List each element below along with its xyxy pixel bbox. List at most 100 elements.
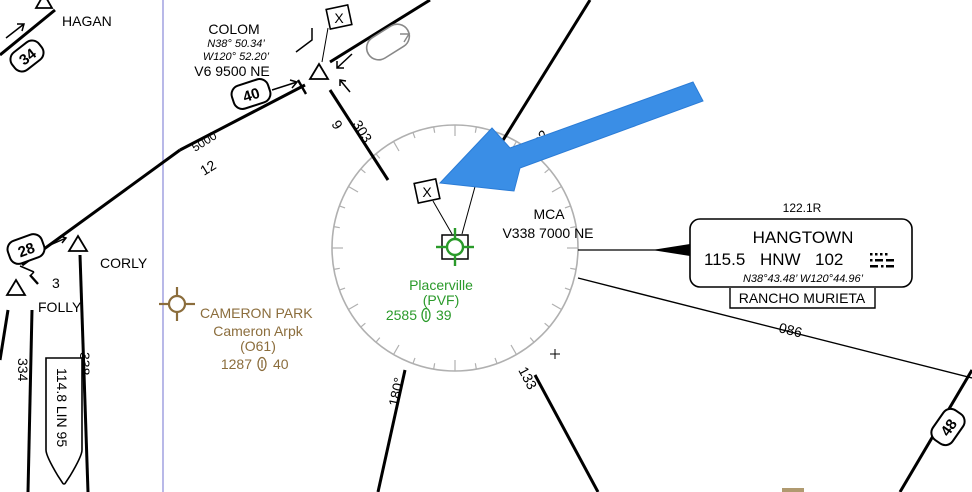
rose-tick	[333, 226, 340, 229]
colom-longitude: W120° 52.20’	[203, 51, 270, 63]
airway-v6-mid	[179, 83, 306, 152]
label-12: 12	[197, 157, 219, 179]
rose-tick	[412, 132, 416, 139]
placerville-elevation: 2585	[386, 307, 417, 323]
rose-tick	[570, 267, 577, 270]
airway-left-edge	[0, 309, 10, 361]
airway-303	[328, 89, 390, 181]
label-334: 334	[15, 358, 31, 382]
cameron-park-sub: Cameron Arpk	[213, 323, 303, 339]
hangtown-frequency: 115.5	[704, 250, 745, 269]
localizer-frequency: 114.8 LIN 95	[54, 368, 70, 447]
mca-detail: V338 7000 NE	[502, 225, 593, 241]
hangtown-ident: HNW	[760, 250, 801, 269]
airway-hagan	[0, 8, 56, 57]
rose-tick	[474, 363, 477, 370]
label-303: 303	[349, 117, 375, 145]
compass-rose	[331, 124, 579, 372]
hangtown-pointer	[652, 244, 690, 256]
changeover-bar-colom	[296, 79, 308, 95]
rose-tick	[544, 168, 550, 174]
cameron-park-elevation: 1287	[221, 356, 252, 372]
airway-322	[498, 0, 592, 146]
triangle-hagan	[34, 0, 54, 9]
rancho-murieta-label: RANCHO MURIETA	[739, 290, 866, 306]
svg-text:40: 40	[241, 85, 262, 106]
label-133: 133	[515, 364, 540, 392]
svg-text:X: X	[422, 184, 432, 200]
rose-tick	[510, 344, 518, 355]
rose-tick	[360, 322, 366, 328]
mca-title: MCA	[533, 206, 565, 222]
svg-text:28: 28	[16, 240, 37, 262]
cameron-park-id: (O61)	[240, 338, 276, 354]
triangle-folly	[5, 278, 27, 296]
rose-tick	[412, 357, 416, 364]
rose-tick	[360, 168, 366, 174]
rose-tick	[529, 337, 535, 343]
rose-tick	[564, 287, 571, 291]
shield-28: 28	[6, 233, 46, 265]
highlight-arrow	[438, 81, 704, 192]
rancho-murieta-bracket	[729, 288, 876, 309]
airway-334	[26, 309, 34, 492]
hangtown-channel: 102	[815, 250, 843, 269]
fix-label-hagan: HAGAN	[62, 13, 112, 29]
bottom-terrain-mark	[782, 488, 804, 492]
rose-tick	[544, 322, 550, 328]
airway-v6-northeast	[329, 0, 431, 64]
rose-tick	[551, 185, 562, 193]
fix-triangles	[5, 0, 330, 296]
hangtown-navaid-box	[689, 218, 913, 288]
colom-airway-mea: V6 9500 NE	[194, 63, 270, 79]
triangle-colom	[308, 62, 330, 80]
svg-text:X: X	[334, 10, 344, 26]
placerville-id: (PVF)	[423, 292, 460, 308]
rose-tick	[375, 337, 381, 343]
cameron-park-name: CAMERON PARK	[200, 305, 313, 321]
morse-code-icon	[870, 253, 894, 268]
cameron-park-lighting-icon	[257, 356, 267, 372]
rose-tick	[339, 287, 346, 291]
rose-tick	[551, 303, 562, 311]
rose-tick	[474, 126, 477, 133]
fix-label-folly: FOLLY	[38, 299, 82, 315]
cameron-park-runway-length: 40	[273, 356, 289, 372]
rose-tick	[570, 226, 577, 229]
airway-133	[533, 374, 600, 492]
rose-tick	[433, 363, 436, 370]
fix-label-colom: COLOM	[208, 21, 259, 37]
rose-tick	[564, 205, 571, 209]
rose-tick	[348, 303, 359, 311]
hangtown-name: HANGTOWN	[753, 228, 854, 247]
label-9: 9	[328, 117, 346, 132]
rose-tick	[433, 126, 436, 133]
airway-v6-west	[21, 148, 181, 267]
placerville-lighting-icon	[421, 307, 431, 323]
airway-338	[78, 254, 90, 492]
placerville-airport-symbol	[436, 228, 474, 266]
fix-label-corly: CORLY	[100, 255, 148, 271]
colom-latitude: N38° 50.34’	[207, 38, 265, 50]
placerville-name: Placerville	[409, 277, 473, 293]
cameron-park-symbol	[159, 287, 195, 321]
placerville-runway-length: 39	[436, 307, 452, 323]
radial-086	[577, 277, 972, 379]
label-180: 180°	[385, 376, 407, 408]
fix-arrows	[5, 23, 353, 277]
crosshair-cursor	[550, 349, 560, 359]
rose-tick	[392, 141, 400, 152]
label-086: 086	[777, 319, 804, 340]
rose-tick	[494, 357, 498, 364]
rose-tick	[375, 153, 381, 159]
holding-pattern	[365, 23, 411, 61]
hangtown-coordinates: N38°43.48’ W120°44.96’	[743, 273, 864, 285]
hangtown-freq-top: 122.1R	[783, 201, 822, 215]
triangle-corly	[67, 234, 89, 252]
rose-tick	[348, 185, 359, 193]
shield-48: 48	[930, 407, 966, 447]
changeover-bar-folly	[29, 274, 39, 285]
